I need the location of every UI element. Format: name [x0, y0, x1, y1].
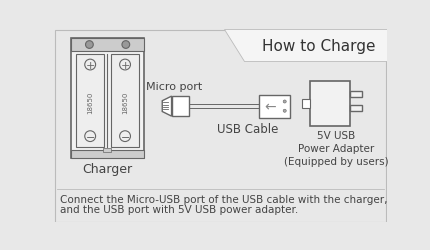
Text: 5V USB
Power Adapter
(Equipped by users): 5V USB Power Adapter (Equipped by users)	[283, 130, 388, 167]
Text: +: +	[86, 60, 95, 70]
Text: Connect the Micro-USB port of the USB cable with the charger,: Connect the Micro-USB port of the USB ca…	[60, 194, 387, 204]
Bar	[71, 39, 144, 158]
Text: Charger: Charger	[82, 163, 132, 176]
Bar	[71, 150, 144, 158]
Bar	[302, 100, 310, 109]
Bar	[103, 149, 111, 152]
Text: How to Charge: How to Charge	[262, 39, 375, 54]
Circle shape	[283, 110, 286, 113]
Bar	[350, 91, 362, 98]
Circle shape	[86, 42, 93, 49]
Bar	[310, 82, 350, 127]
Bar	[259, 95, 290, 118]
Text: −: −	[120, 132, 130, 142]
Bar	[111, 54, 139, 147]
Bar	[350, 105, 362, 111]
Text: 18650: 18650	[122, 91, 128, 113]
Polygon shape	[224, 30, 387, 62]
Circle shape	[283, 100, 286, 104]
Text: −: −	[86, 132, 95, 142]
Text: USB Cable: USB Cable	[217, 122, 278, 135]
Bar	[172, 97, 189, 117]
Text: ←: ←	[264, 100, 276, 114]
Polygon shape	[162, 97, 172, 117]
Text: Micro port: Micro port	[146, 82, 202, 92]
Text: 18650: 18650	[87, 91, 93, 113]
Bar	[71, 39, 144, 52]
Bar	[76, 54, 104, 147]
Text: +: +	[120, 60, 130, 70]
Circle shape	[122, 42, 130, 49]
Text: and the USB port with 5V USB power adapter.: and the USB port with 5V USB power adapt…	[60, 204, 298, 214]
